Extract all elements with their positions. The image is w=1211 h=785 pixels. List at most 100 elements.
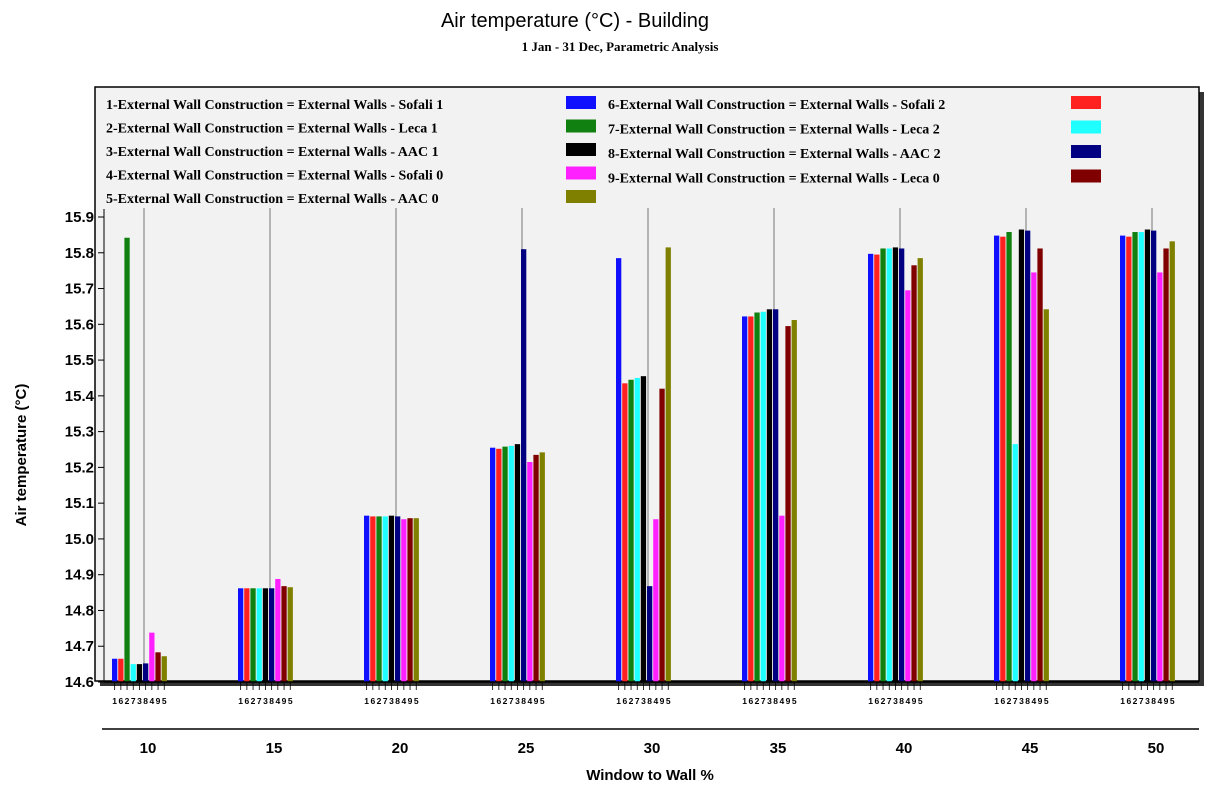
y-tick-label: 15.1 xyxy=(65,495,94,512)
bar xyxy=(647,586,653,682)
bar xyxy=(149,632,155,682)
y-tick-label: 15.5 xyxy=(65,352,94,369)
bar-label: 3 xyxy=(767,696,772,706)
bar xyxy=(659,388,665,682)
bar-label: 6 xyxy=(622,696,627,706)
bar-label: 2 xyxy=(1133,696,1138,706)
bar xyxy=(1012,444,1018,682)
bar-label: 1 xyxy=(490,696,495,706)
bar-label: 4 xyxy=(149,696,154,706)
bar xyxy=(1037,248,1043,682)
x-tick-label: 50 xyxy=(1148,740,1165,757)
bar xyxy=(287,587,293,682)
bars xyxy=(112,229,1175,683)
legend-swatch xyxy=(1071,145,1101,158)
bar-label: 4 xyxy=(275,696,280,706)
bar xyxy=(1132,232,1138,682)
y-tick-label: 15.7 xyxy=(65,281,94,298)
bar xyxy=(1169,241,1175,683)
bar-label: 3 xyxy=(137,696,142,706)
bar-label: 8 xyxy=(269,696,274,706)
legend-swatch xyxy=(1071,120,1101,134)
bar xyxy=(868,253,874,683)
bar-label: 6 xyxy=(118,696,123,706)
bar-label: 5 xyxy=(1170,696,1175,706)
bar xyxy=(388,515,395,682)
bar xyxy=(1157,272,1163,682)
bar xyxy=(250,588,256,682)
bar-label: 4 xyxy=(1031,696,1036,706)
bar-label: 9 xyxy=(534,696,539,706)
bar-label: 6 xyxy=(874,696,879,706)
bar xyxy=(1144,229,1151,682)
bar-label: 5 xyxy=(288,696,293,706)
bar xyxy=(1000,236,1006,682)
y-tick-label: 15.3 xyxy=(65,424,94,441)
legend-label: 2-External Wall Construction = External … xyxy=(106,122,438,137)
bar-label: 9 xyxy=(660,696,665,706)
bar xyxy=(634,377,640,682)
bar-label: 1 xyxy=(994,696,999,706)
bar xyxy=(413,518,419,682)
bar-label: 7 xyxy=(761,696,766,706)
bar xyxy=(262,588,269,682)
bar-label: 4 xyxy=(905,696,910,706)
chart-subtitle: 1 Jan - 31 Dec, Parametric Analysis xyxy=(522,39,719,54)
legend-swatch xyxy=(566,96,596,109)
bar-label: 2 xyxy=(629,696,634,706)
bar xyxy=(1120,235,1126,682)
bar xyxy=(376,516,382,682)
y-tick-label: 14.7 xyxy=(65,638,94,655)
bar-label: 9 xyxy=(912,696,917,706)
bar-label: 5 xyxy=(666,696,671,706)
bar xyxy=(1006,232,1012,682)
bar xyxy=(269,588,275,682)
bar-label: 7 xyxy=(131,696,136,706)
y-axis-label: Air temperature (°C) xyxy=(13,384,30,527)
bar xyxy=(508,445,514,682)
bar xyxy=(766,309,773,682)
x-tick-label: 10 xyxy=(140,740,157,757)
bar-label: 9 xyxy=(156,696,161,706)
bar xyxy=(886,248,892,682)
bar xyxy=(514,444,521,682)
bar-label: 4 xyxy=(527,696,532,706)
bar-label: 5 xyxy=(414,696,419,706)
bar xyxy=(911,265,917,682)
bar xyxy=(1151,230,1157,683)
bar xyxy=(892,247,899,682)
bar xyxy=(1031,272,1037,682)
bar xyxy=(502,446,508,682)
bar xyxy=(382,516,388,682)
bar-label: 6 xyxy=(370,696,375,706)
bar xyxy=(616,258,622,682)
bar-label: 9 xyxy=(408,696,413,706)
bar xyxy=(238,588,244,682)
legend-label: 5-External Wall Construction = External … xyxy=(106,192,439,207)
bar-label: 2 xyxy=(503,696,508,706)
bar-label: 9 xyxy=(786,696,791,706)
bar xyxy=(773,309,779,682)
bar xyxy=(370,516,376,682)
y-tick-label: 15.6 xyxy=(65,316,94,333)
bar xyxy=(748,316,754,682)
legend-label: 4-External Wall Construction = External … xyxy=(106,169,443,184)
bar-label: 7 xyxy=(887,696,892,706)
bar-label: 5 xyxy=(918,696,923,706)
bar-label: 3 xyxy=(263,696,268,706)
bar xyxy=(124,237,130,682)
bar xyxy=(1018,229,1025,682)
chart-title: Air temperature (°C) - Building xyxy=(441,10,709,32)
legend-label: 9-External Wall Construction = External … xyxy=(608,172,940,187)
legend-label: 1-External Wall Construction = External … xyxy=(106,98,443,113)
bar-label: 8 xyxy=(1151,696,1156,706)
bar xyxy=(640,376,647,682)
bar-label: 3 xyxy=(1019,696,1024,706)
bar-label: 4 xyxy=(401,696,406,706)
bar xyxy=(994,235,1000,682)
bar-label: 8 xyxy=(1025,696,1030,706)
bar-label: 6 xyxy=(244,696,249,706)
legend-swatch xyxy=(566,166,596,180)
bar-label: 2 xyxy=(881,696,886,706)
bar xyxy=(161,656,167,682)
